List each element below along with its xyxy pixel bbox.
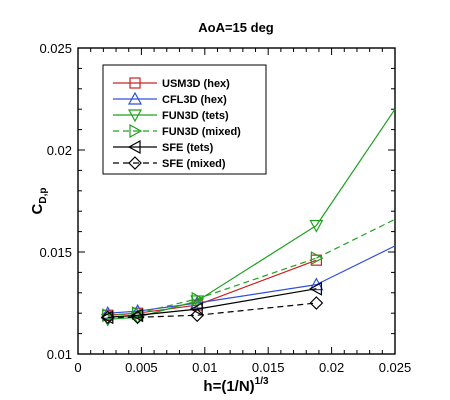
- legend-marker: [127, 139, 141, 155]
- series-extrapolation: [315, 108, 396, 226]
- x-tick-label: 0.025: [379, 360, 412, 375]
- legend-label: USM3D (hex): [162, 78, 230, 90]
- legend-item: SFE (mixed): [113, 156, 226, 170]
- x-tick-label: 0.015: [252, 360, 285, 375]
- legend-label: FUN3D (mixed): [162, 126, 241, 138]
- data-point: [131, 306, 145, 321]
- y-tick-label: 0.02: [47, 143, 72, 158]
- y-tick-label: 0.025: [39, 41, 72, 56]
- data-point: [309, 219, 324, 233]
- x-tick-labels: 0 0.005 0.01 0.015 0.02 0.025: [74, 360, 411, 375]
- plot-frame: [77, 47, 396, 355]
- legend-marker: [129, 77, 141, 89]
- data-point: [189, 302, 203, 317]
- x-tick-label: 0.005: [125, 360, 158, 375]
- series-line: [107, 302, 317, 318]
- series-extrapolation: [316, 218, 396, 259]
- series-3: [102, 218, 396, 323]
- legend-marker: [127, 109, 143, 123]
- legend-label: SFE (tets): [162, 142, 214, 154]
- data-point: [310, 251, 324, 266]
- legend-label: FUN3D (tets): [162, 110, 229, 122]
- data-point: [309, 296, 324, 310]
- legend-item: FUN3D (tets): [113, 109, 229, 123]
- x-tick-label: 0.02: [319, 360, 344, 375]
- series-layer: [100, 108, 396, 327]
- series-line: [107, 288, 317, 318]
- data-point: [100, 310, 115, 325]
- x-tick-label: 0: [74, 360, 81, 375]
- legend-marker: [128, 156, 142, 170]
- legend-item: SFE (tets): [113, 139, 214, 155]
- data-point: [191, 291, 205, 306]
- axis-ticks: [77, 47, 396, 355]
- legend-marker: [129, 123, 143, 139]
- chart-title: AoA=15 deg: [198, 20, 274, 35]
- y-tick-label: 0.015: [39, 245, 72, 260]
- data-point: [309, 281, 322, 296]
- legend: USM3D (hex) CFL3D (hex) FUN3D (tets) FUN3D …: [102, 64, 267, 175]
- legend-marker: [127, 91, 143, 105]
- y-tick-label: 0.01: [47, 347, 72, 362]
- x-tick-label: 0.01: [192, 360, 217, 375]
- legend-label: SFE (mixed): [162, 158, 226, 170]
- data-point: [130, 310, 145, 325]
- series-line: [107, 257, 317, 316]
- x-axis-label: h=(1/N)1/3: [203, 376, 269, 395]
- y-tick-labels: 0.01 0.015 0.02 0.025: [39, 41, 72, 362]
- series-5: [100, 296, 324, 325]
- data-point: [190, 308, 205, 323]
- legend-item: USM3D (hex): [113, 77, 230, 90]
- legend-item: CFL3D (hex): [113, 91, 227, 106]
- y-axis-label: CD,p: [29, 188, 49, 215]
- legend-label: CFL3D (hex): [162, 94, 227, 106]
- series-extrapolation: [316, 245, 396, 286]
- series-line: [107, 284, 317, 314]
- legend-item: FUN3D (mixed): [113, 123, 241, 139]
- series-line: [107, 224, 317, 320]
